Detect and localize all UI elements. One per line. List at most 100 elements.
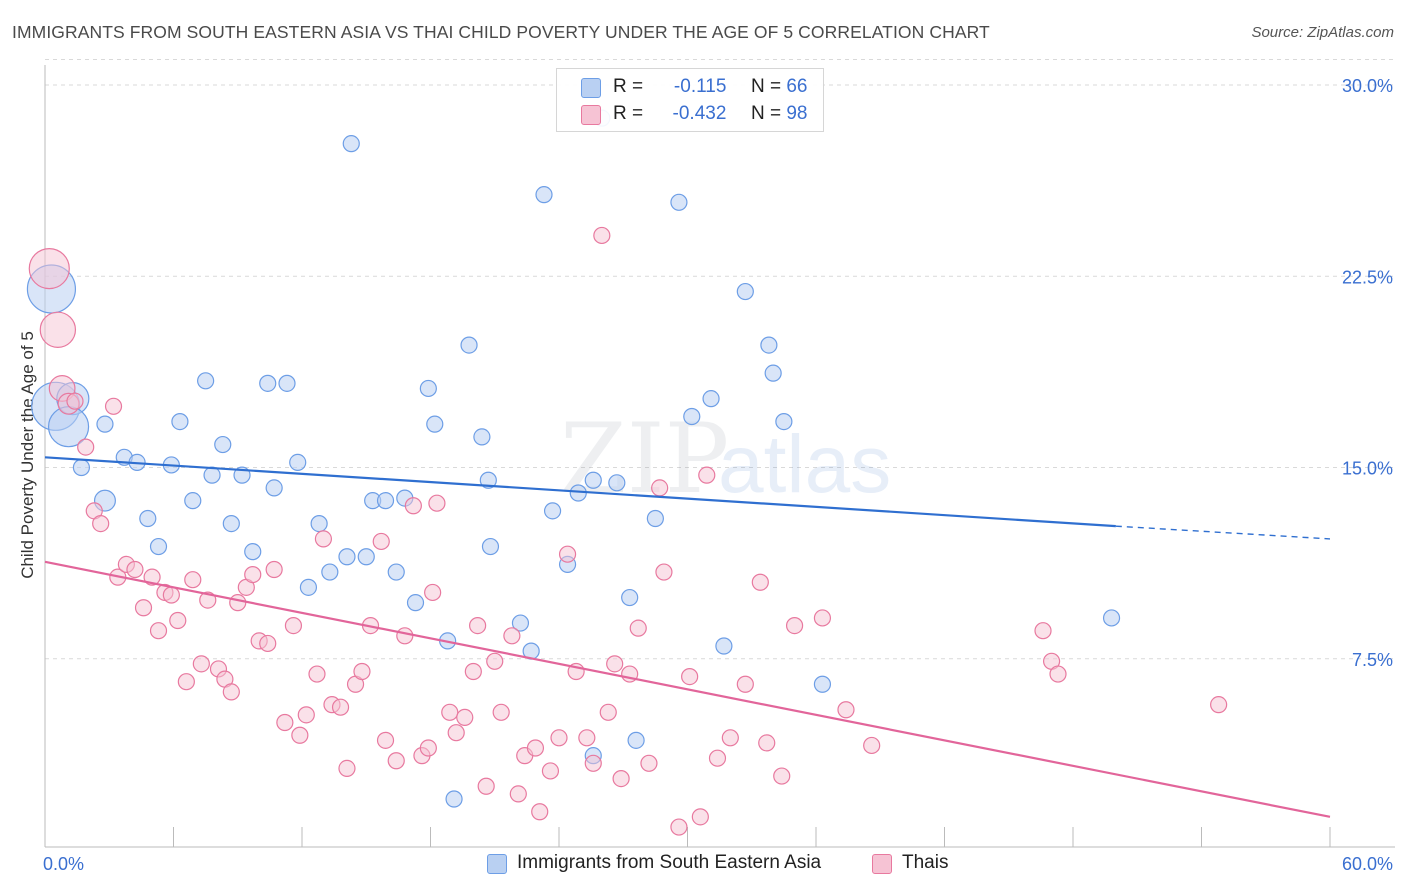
point-thais — [606, 655, 624, 673]
point-immigrants — [813, 675, 832, 693]
point-thais — [486, 652, 504, 670]
point-thais — [691, 808, 709, 826]
point-thais — [441, 703, 459, 721]
point-immigrants — [278, 374, 296, 392]
watermark-atlas: atlas — [718, 419, 891, 510]
point-immigrants — [775, 413, 793, 431]
point-thais — [184, 571, 202, 589]
point-thais — [297, 706, 315, 724]
watermark-zip: ZIP — [560, 403, 729, 515]
chart-title: IMMIGRANTS FROM SOUTH EASTERN ASIA VS TH… — [12, 22, 990, 42]
trend-lines — [44, 456, 1331, 818]
point-thais — [353, 662, 371, 681]
series-thais — [28, 226, 1228, 836]
point-immigrants — [338, 548, 356, 566]
point-thais — [721, 729, 739, 747]
point-thais — [149, 622, 168, 640]
point-immigrants — [310, 514, 328, 533]
watermark: ZIP atlas — [560, 403, 891, 515]
legend-n-label: N = — [750, 76, 782, 97]
point-immigrants — [473, 428, 491, 446]
bottom-legend-swatch-thais — [872, 854, 892, 874]
point-thais — [681, 667, 699, 686]
legend-n-value: 66 — [786, 76, 808, 97]
point-thais — [584, 754, 602, 772]
point-thais — [314, 530, 333, 548]
point-thais — [39, 311, 77, 348]
point-thais — [376, 731, 395, 749]
point-thais — [758, 734, 776, 752]
point-immigrants — [197, 372, 215, 390]
point-immigrants — [715, 637, 733, 655]
correlation-legend: R = -0.115 N = 66 R = -0.432 N = 98 — [556, 68, 824, 132]
point-immigrants — [184, 492, 202, 510]
legend-n-label: N = — [750, 103, 782, 124]
point-immigrants — [535, 186, 553, 204]
point-thais — [284, 616, 303, 635]
point-immigrants — [736, 282, 754, 301]
point-immigrants — [299, 578, 318, 596]
point-thais — [550, 729, 568, 747]
point-immigrants — [265, 479, 283, 497]
point-immigrants — [222, 514, 240, 533]
point-thais — [629, 619, 647, 637]
point-immigrants — [670, 193, 688, 211]
y-tick-label: 15.0% — [1342, 459, 1393, 479]
point-immigrants — [419, 379, 437, 398]
legend-n-value: 98 — [786, 103, 808, 124]
point-thais — [1034, 622, 1052, 640]
point-immigrants — [608, 474, 626, 492]
point-immigrants — [426, 415, 444, 433]
point-thais — [424, 583, 442, 602]
point-immigrants — [481, 537, 500, 556]
point-thais — [447, 724, 465, 742]
x-tick-label: 60.0% — [1342, 854, 1393, 874]
point-immigrants — [445, 790, 463, 808]
point-immigrants — [584, 471, 602, 489]
point-thais — [396, 627, 414, 645]
point-thais — [708, 749, 727, 767]
point-thais — [651, 479, 669, 497]
point-thais — [751, 573, 769, 591]
point-immigrants — [357, 548, 375, 566]
y-tick-label: 7.5% — [1352, 650, 1393, 670]
legend-r-label: R = — [613, 76, 644, 97]
x-tick-label: 0.0% — [43, 854, 84, 874]
legend-swatch-thais — [581, 105, 601, 125]
point-thais — [372, 532, 390, 551]
data-points — [26, 109, 1228, 836]
point-thais — [492, 703, 510, 721]
trend-line-immigrants — [44, 456, 1116, 528]
point-thais — [387, 752, 405, 770]
point-thais — [640, 754, 658, 772]
legend-r-label: R = — [613, 103, 644, 124]
point-immigrants — [244, 543, 262, 561]
trend-line-immigrants-extension — [1115, 525, 1331, 540]
point-thais — [578, 729, 596, 747]
point-immigrants — [702, 390, 720, 408]
bottom-legend-label-thais: Thais — [902, 852, 949, 873]
point-thais — [291, 726, 309, 744]
bottom-legend-swatch-immigrants — [487, 854, 507, 874]
point-thais — [338, 759, 356, 778]
point-immigrants — [259, 374, 277, 392]
point-thais — [863, 736, 881, 755]
point-immigrants — [764, 364, 782, 382]
point-immigrants — [149, 537, 168, 556]
point-immigrants — [342, 135, 360, 153]
point-immigrants — [683, 407, 701, 426]
y-tick-label: 22.5% — [1342, 267, 1393, 287]
point-thais — [785, 616, 804, 635]
point-immigrants — [1102, 609, 1121, 627]
point-thais — [456, 708, 474, 727]
point-thais — [428, 494, 446, 512]
point-immigrants — [760, 336, 778, 354]
point-thais — [464, 662, 482, 681]
point-thais — [736, 675, 754, 693]
point-thais — [503, 627, 521, 645]
point-immigrants — [627, 731, 645, 749]
point-thais — [77, 438, 95, 456]
point-immigrants — [460, 336, 478, 354]
point-thais — [222, 683, 240, 701]
